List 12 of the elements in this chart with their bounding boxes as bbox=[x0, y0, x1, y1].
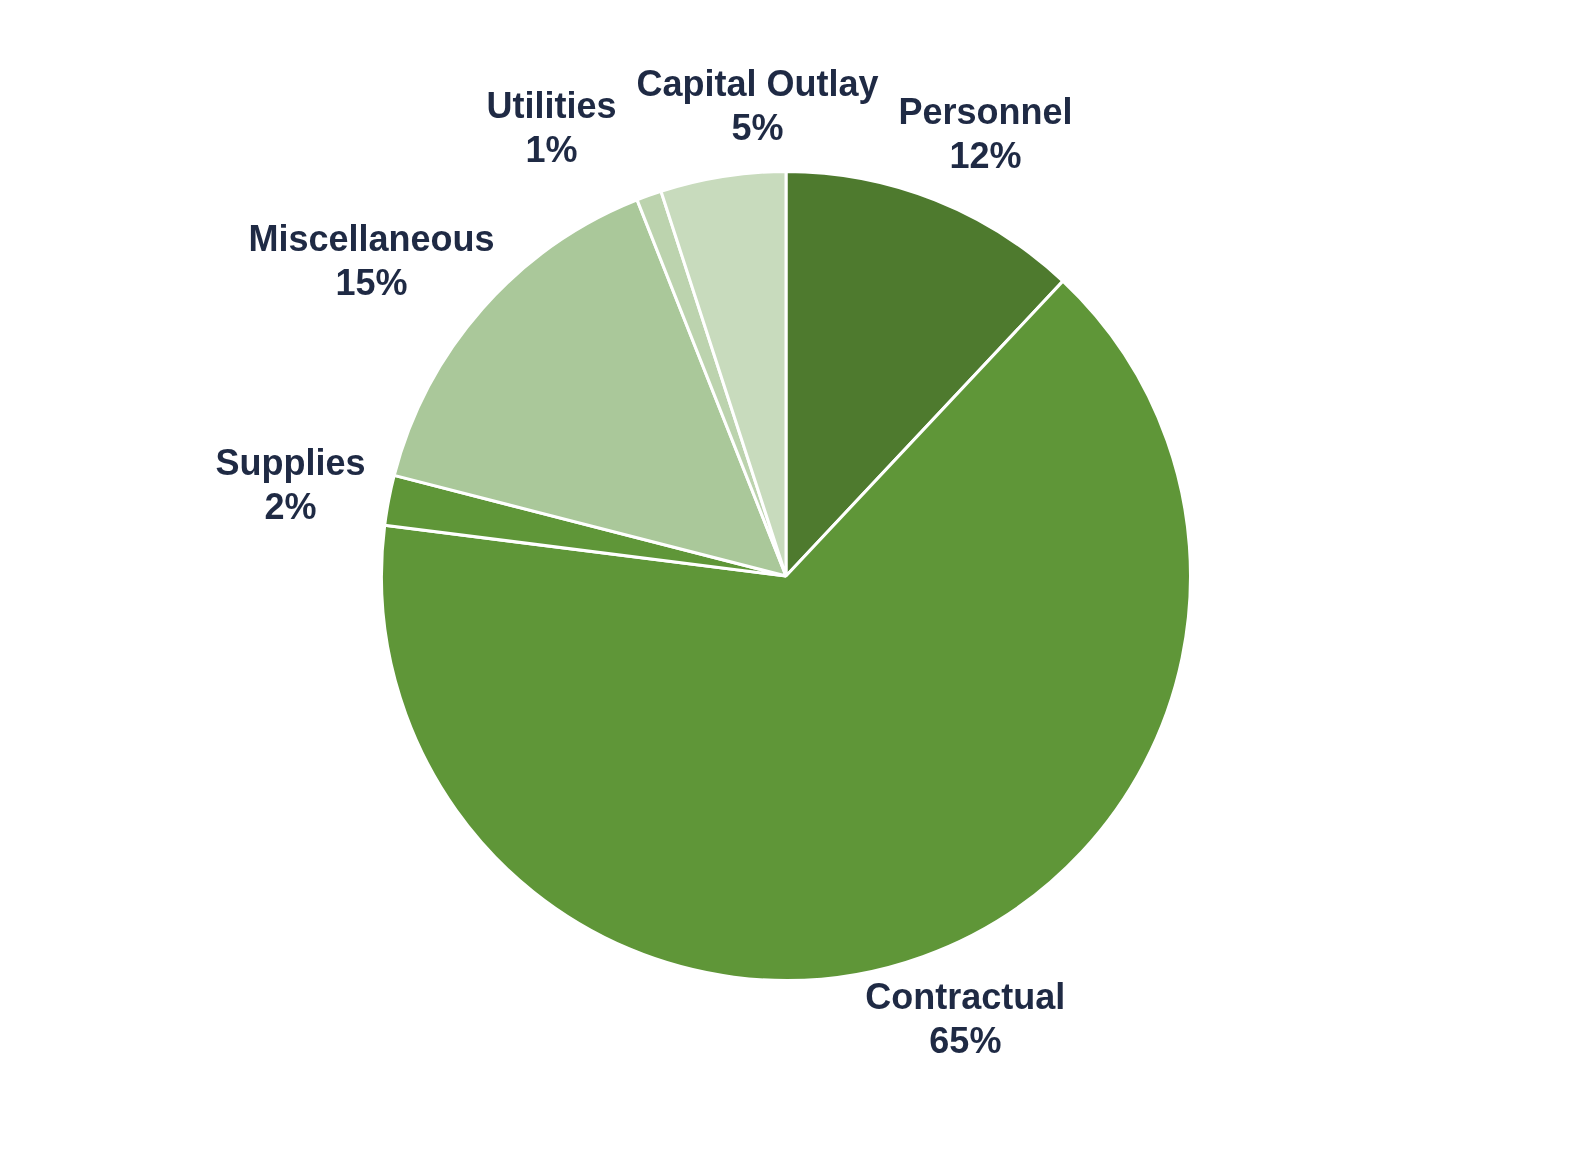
data-label: 65% bbox=[929, 1020, 1002, 1062]
data-label: 5% bbox=[731, 107, 784, 149]
slice-label: Personnel bbox=[898, 90, 1073, 132]
data-label: 1% bbox=[525, 129, 578, 171]
data-label: 12% bbox=[949, 134, 1022, 176]
slice-label: Miscellaneous bbox=[248, 217, 495, 259]
slice-label: Contractual bbox=[865, 976, 1066, 1018]
slice-label: Capital Outlay bbox=[636, 63, 879, 105]
slice-label: Supplies bbox=[215, 442, 366, 484]
data-label: 2% bbox=[264, 486, 317, 528]
slice-label: Utilities bbox=[486, 85, 617, 127]
data-label: 15% bbox=[335, 261, 408, 303]
